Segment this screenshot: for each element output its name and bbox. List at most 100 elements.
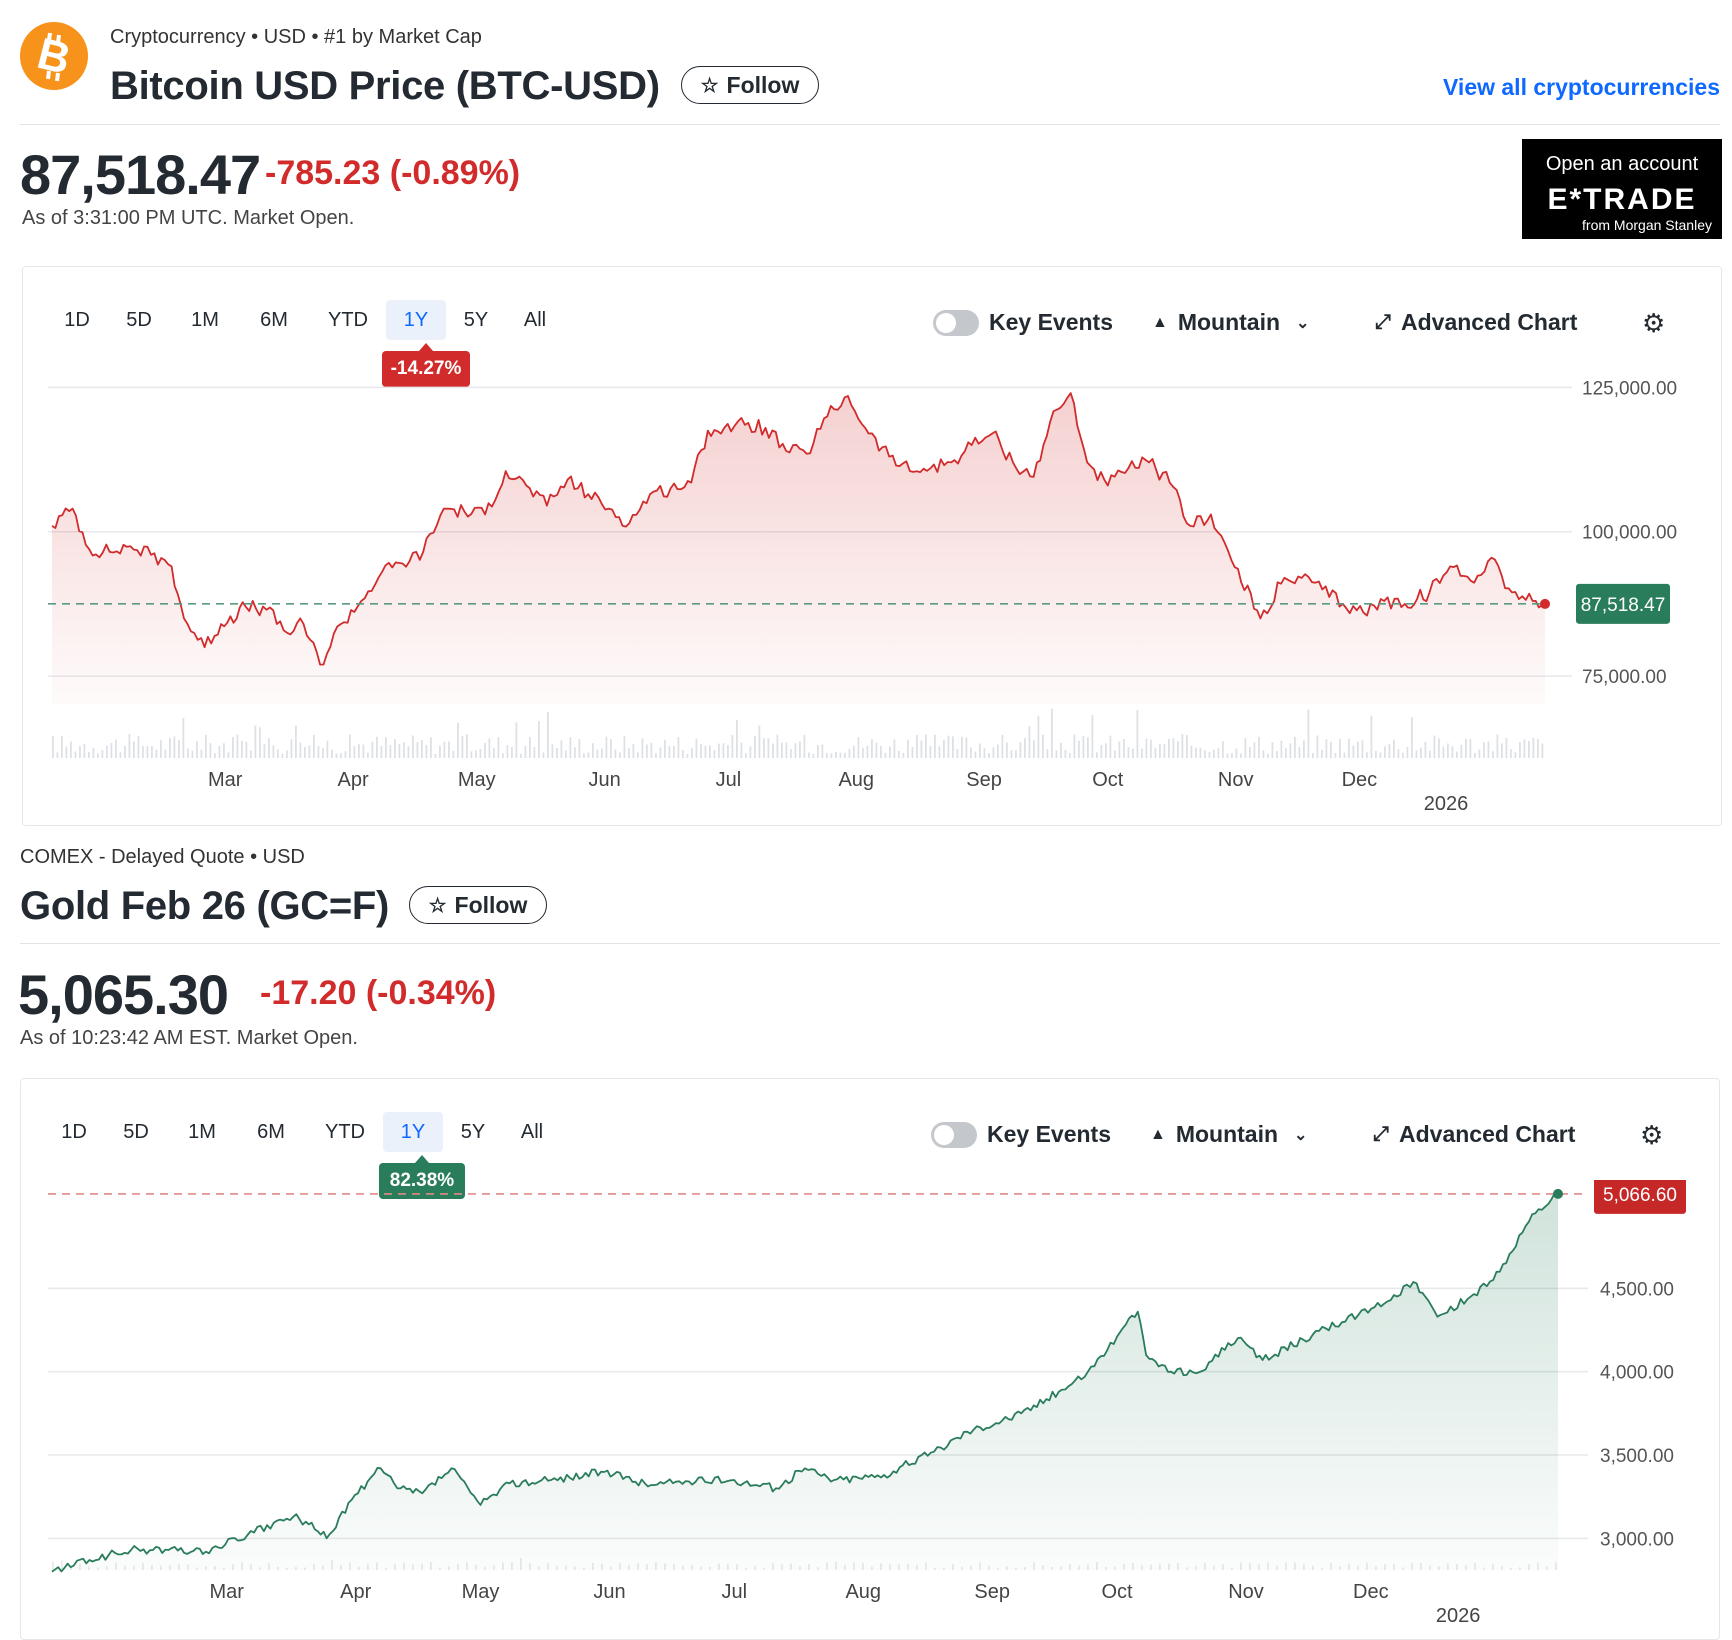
toggle-switch[interactable] — [931, 1121, 977, 1148]
btc-volume-bar — [92, 747, 95, 758]
btc-volume-bar — [740, 742, 743, 758]
gold-key-events-toggle[interactable]: Key Events — [931, 1121, 1111, 1148]
gold-range-1y[interactable]: 1Y — [383, 1112, 443, 1152]
btc-volume-bar — [1177, 741, 1179, 758]
btc-volume-bar — [911, 747, 914, 758]
gold-advanced-chart-button[interactable]: ⤢ Advanced Chart — [1373, 1121, 1575, 1148]
expand-icon: ⤢ — [1375, 311, 1391, 333]
btc-volume-bar — [1397, 749, 1400, 758]
btc-volume-bar — [412, 735, 414, 758]
btc-range-1d[interactable]: 1D — [64, 308, 90, 331]
gold-range-1m[interactable]: 1M — [188, 1120, 216, 1143]
btc-volume-bar — [1024, 738, 1026, 758]
advanced-chart-label: Advanced Chart — [1401, 309, 1578, 335]
btc-range-1y[interactable]: 1Y — [386, 300, 446, 340]
btc-volume-bar — [974, 751, 977, 758]
ad-line2: from Morgan Stanley — [1582, 217, 1712, 233]
btc-key-events-toggle[interactable]: Key Events — [933, 309, 1113, 336]
btc-volume-bar — [817, 745, 819, 758]
btc-volume-bar — [1483, 742, 1485, 758]
btc-volume-bar — [1379, 752, 1382, 758]
gold-range-all[interactable]: All — [520, 1120, 544, 1143]
btc-volume-bar — [1186, 735, 1188, 758]
btc-volume-bar — [1451, 746, 1454, 758]
btc-volume-bar — [596, 749, 599, 758]
gold-current-point[interactable] — [1553, 1188, 1563, 1199]
btc-volume-bar — [1127, 747, 1130, 758]
btc-volume-bar — [979, 743, 981, 758]
btc-volume-bar — [1100, 744, 1103, 758]
btc-volume-bar — [1037, 715, 1040, 758]
btc-volume-bar — [709, 745, 711, 758]
toggle-switch[interactable] — [933, 309, 979, 336]
btc-range-1m[interactable]: 1M — [191, 308, 219, 331]
btc-volume-bar — [254, 725, 257, 758]
btc-ytick-label: 75,000.00 — [1582, 667, 1667, 688]
btc-volume-bar — [947, 735, 950, 758]
gold-settings-button[interactable]: ⚙ — [1640, 1120, 1663, 1151]
mountain-icon: ▲ — [1150, 1125, 1166, 1143]
btc-volume-bar — [1474, 753, 1476, 758]
etrade-ad[interactable]: Open an account E*TRADE from Morgan Stan… — [1522, 139, 1722, 239]
btc-volume-bar — [839, 752, 842, 758]
btc-range-ytd[interactable]: YTD — [328, 308, 368, 331]
gold-price-line[interactable] — [51, 1192, 1559, 1573]
btc-volume-bar — [1136, 710, 1139, 758]
btc-volume-bar — [1150, 739, 1152, 758]
btc-volume-bar — [956, 748, 959, 758]
btc-volume-bar — [1226, 753, 1229, 758]
gold-ytick-label: 4,500.00 — [1600, 1279, 1674, 1300]
btc-volume-bar — [601, 748, 603, 758]
gold-chart-type-dropdown[interactable]: ▲ Mountain ⌄ — [1150, 1121, 1307, 1148]
ad-line1: Open an account — [1545, 153, 1699, 175]
btc-volume-bar — [1159, 743, 1161, 758]
btc-volume-bar — [362, 744, 365, 758]
btc-volume-bar — [1343, 752, 1346, 758]
btc-range-all[interactable]: All — [523, 308, 547, 331]
btc-volume-bar — [1456, 751, 1458, 758]
btc-volume-bar — [1109, 735, 1112, 758]
btc-chart-type-dropdown[interactable]: ▲ Mountain ⌄ — [1152, 309, 1309, 336]
gold-follow-button[interactable]: ☆ Follow — [409, 886, 547, 924]
btc-month-label: Aug — [838, 769, 874, 791]
btc-volume-bar — [1541, 743, 1544, 758]
btc-volume-bar — [1325, 739, 1328, 758]
btc-volume-bar — [488, 738, 491, 758]
btc-volume-bar — [1208, 752, 1211, 758]
btc-volume-bar — [74, 751, 77, 758]
btc-as-of: As of 3:31:00 PM UTC. Market Open. — [22, 207, 355, 229]
gold-range-6m[interactable]: 6M — [257, 1120, 285, 1143]
btc-volume-bar — [281, 753, 284, 758]
btc-volume-bar — [682, 750, 684, 758]
btc-follow-button[interactable]: ☆ Follow — [681, 66, 819, 104]
btc-price-line[interactable] — [51, 392, 1546, 666]
gold-range-ytd[interactable]: YTD — [325, 1120, 365, 1143]
btc-range-5d[interactable]: 5D — [126, 308, 152, 331]
btc-chart[interactable]: 75,000.00 100,000.00 125,000.00 87,518.47 Ma… — [0, 370, 1732, 830]
btc-volume-bar — [1060, 742, 1062, 758]
btc-current-point[interactable] — [1540, 598, 1550, 609]
btc-range-6m[interactable]: 6M — [260, 308, 288, 331]
gold-range-5d[interactable]: 5D — [123, 1120, 149, 1143]
btc-volume-bar — [1258, 736, 1260, 758]
btc-volume-bar — [376, 736, 378, 758]
btc-volume-bar — [1402, 752, 1404, 758]
btc-volume-bar — [736, 719, 738, 758]
btc-volume-bar — [844, 752, 846, 758]
btc-settings-button[interactable]: ⚙ — [1642, 308, 1665, 339]
btc-volume-bar — [1064, 749, 1067, 758]
btc-advanced-chart-button[interactable]: ⤢ Advanced Chart — [1375, 309, 1577, 336]
btc-volume-bar — [1514, 752, 1517, 758]
btc-volume-bar — [1361, 740, 1364, 758]
btc-range-change-badge: -14.27% — [382, 351, 470, 387]
btc-range-5y[interactable]: 5Y — [463, 308, 489, 331]
gold-range-5y[interactable]: 5Y — [460, 1120, 486, 1143]
btc-volume-bar — [187, 748, 189, 758]
btc-current-price-tag — [1576, 583, 1670, 624]
view-all-cryptocurrencies-link[interactable]: View all cryptocurrencies — [1443, 74, 1720, 100]
btc-volume-bar — [578, 738, 581, 758]
gold-range-1d[interactable]: 1D — [61, 1120, 87, 1143]
btc-volume-bar — [1087, 737, 1089, 758]
advanced-chart-label: Advanced Chart — [1399, 1121, 1576, 1147]
gold-chart[interactable]: 3,000.00 3,500.00 4,000.00 4,500.00 5,066.60… — [0, 1180, 1732, 1638]
